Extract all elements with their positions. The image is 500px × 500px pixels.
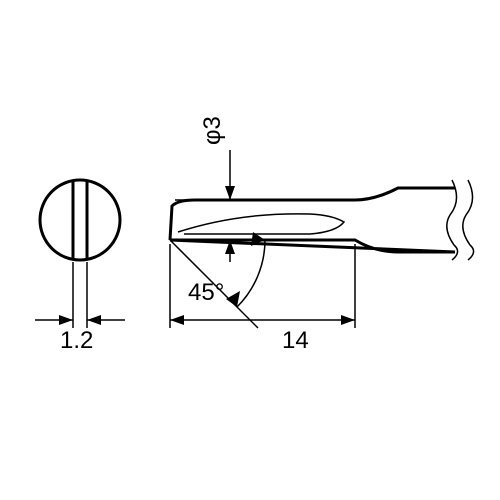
dim-label-45deg: 45° xyxy=(188,279,224,306)
tip-inner-bevel xyxy=(178,214,344,234)
front-outer-circle xyxy=(40,180,120,260)
dim-label-14: 14 xyxy=(282,327,309,354)
technical-drawing: 1.2 φ3 45° 14 xyxy=(0,0,500,500)
break-line-1 xyxy=(447,180,458,260)
arrow-phi3-top xyxy=(225,186,235,200)
front-view: 1.2 xyxy=(35,180,125,354)
dim-label-phi3: φ3 xyxy=(199,116,226,145)
arrow-14-left xyxy=(170,315,184,325)
arrow-angle-bot xyxy=(226,291,240,307)
tip-profile-outline xyxy=(170,188,455,252)
angle-arc-45 xyxy=(237,240,265,307)
arrow-1p2-left xyxy=(59,315,73,325)
arrow-1p2-right xyxy=(87,315,101,325)
side-view: φ3 45° 14 xyxy=(170,116,474,354)
dim-label-1p2: 1.2 xyxy=(60,327,93,354)
break-line-2 xyxy=(463,180,474,260)
arrow-14-right xyxy=(341,315,355,325)
